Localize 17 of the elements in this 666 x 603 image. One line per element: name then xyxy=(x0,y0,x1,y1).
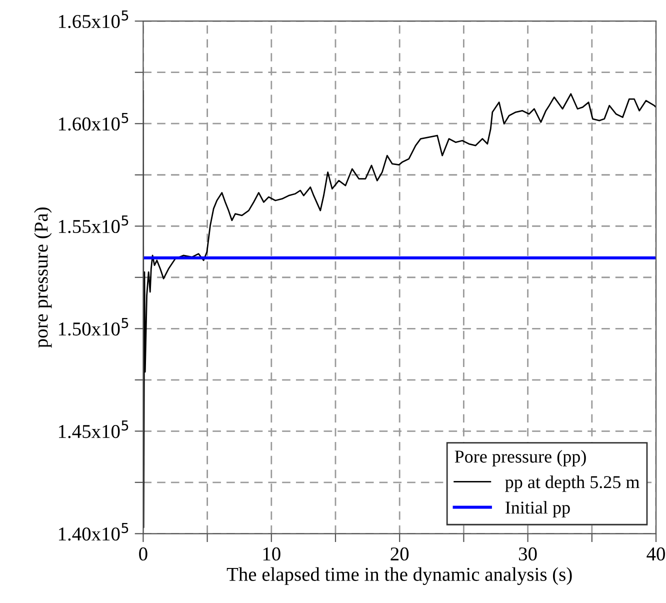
legend-label: Initial pp xyxy=(506,501,570,518)
y-tick-label: 1.45x10$^{5}$ xyxy=(58,420,128,438)
line-series xyxy=(143,90,656,528)
x-tick-label: 10 xyxy=(263,547,280,561)
y-tick-label: 1.65x10$^{5}$ xyxy=(58,10,128,28)
legend-label: pp at depth 5.25 m xyxy=(505,476,640,492)
x-tick-label: 40 xyxy=(646,547,665,561)
x-axis-title: The elapsed time in the dynamic analysis (s) xyxy=(226,567,572,585)
y-axis-title: pore pressure (Pa) xyxy=(34,208,52,348)
y-tick-label: 1.40x10$^{5}$ xyxy=(58,523,128,541)
y-tick-label: 1.50x10$^{5}$ xyxy=(58,318,128,336)
x-tick-label: 30 xyxy=(519,547,537,561)
x-tick-label: 0 xyxy=(139,547,148,561)
legend-title: Pore pressure (pp) xyxy=(454,450,586,466)
y-tick-label: 1.55x10$^{5}$ xyxy=(58,216,128,234)
x-tick-label: 20 xyxy=(390,547,409,561)
y-tick-label: 1.60x10$^{5}$ xyxy=(58,112,128,131)
